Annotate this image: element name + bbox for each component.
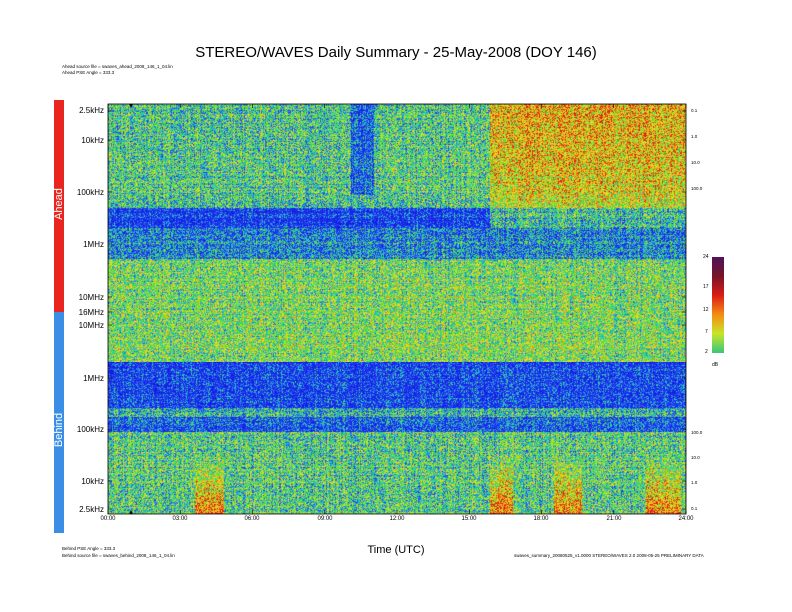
x-axis-title: Time (UTC) <box>367 544 425 556</box>
footer-id-text: swaves_summary_20080525_v1.0000 STEREO/W… <box>514 553 704 558</box>
xtick-label: 12:00 <box>389 516 405 522</box>
behind-right-tick: 1.0 <box>691 480 698 485</box>
colorbar-tick: 2 <box>705 349 708 355</box>
behind-right-tick: 0.1 <box>691 506 698 511</box>
ahead-right-tick: 10.0 <box>691 160 700 165</box>
colorbar <box>712 257 724 353</box>
ahead-ytick-label: 16MHz <box>78 308 104 317</box>
ahead-ytick-label: 100kHz <box>76 188 104 197</box>
xtick-label: 03:00 <box>172 516 188 522</box>
behind-side-bar <box>54 312 64 533</box>
behind-right-tick: 10.0 <box>691 455 700 460</box>
behind-ytick-label: 2.5kHz <box>79 505 104 514</box>
ahead-source-text: Ahead source file = swaves_ahead_2008_14… <box>62 64 173 69</box>
behind-right-tick: 100.0 <box>691 430 703 435</box>
top-marker-triangle <box>129 104 133 108</box>
behind-ytick-label: 1MHz <box>83 374 104 383</box>
ahead-right-tick: 100.0 <box>691 186 703 191</box>
behind-ytick-label: 100kHz <box>76 425 104 434</box>
xtick-label: 21:00 <box>606 516 622 522</box>
ahead-side-bar <box>54 100 64 312</box>
plot-frame <box>107 103 687 515</box>
ahead-pse-text: Ahead PSE Angle = 333.3 <box>62 70 115 75</box>
ahead-right-tick: 0.1 <box>691 108 698 113</box>
xtick-label: 00:00 <box>100 516 116 522</box>
colorbar-tick: 12 <box>703 307 709 313</box>
ahead-ytick-label: 1MHz <box>83 240 104 249</box>
ahead-ytick-label: 10kHz <box>81 136 104 145</box>
colorbar-tick: 7 <box>705 329 708 335</box>
chart-title: STEREO/WAVES Daily Summary - 25-May-2008… <box>195 44 597 61</box>
colorbar-unit-label: dB <box>712 362 719 368</box>
xtick-label: 06:00 <box>244 516 260 522</box>
bottom-marker-triangle <box>129 510 133 514</box>
xtick-label: 18:00 <box>533 516 549 522</box>
behind-source-text: Behind source file = swaves_behind_2008_… <box>62 553 175 558</box>
colorbar-tick: 17 <box>703 284 709 290</box>
behind-ytick-label: 10MHz <box>78 321 104 330</box>
behind-pse-text: Behind PSE Angle = 333.3 <box>62 546 116 551</box>
xtick-label: 09:00 <box>317 516 333 522</box>
xtick-label: 15:00 <box>461 516 477 522</box>
colorbar-tick: 24 <box>703 254 709 260</box>
ahead-spectrogram <box>108 104 686 362</box>
ahead-ytick-label: 10MHz <box>78 293 104 302</box>
behind-spectrogram <box>108 362 686 514</box>
tick-marks <box>107 104 687 514</box>
xtick-label: 24:00 <box>678 516 694 522</box>
behind-ytick-label: 10kHz <box>81 477 104 486</box>
ahead-ytick-label: 2.5kHz <box>79 106 104 115</box>
ahead-right-tick: 1.0 <box>691 134 698 139</box>
